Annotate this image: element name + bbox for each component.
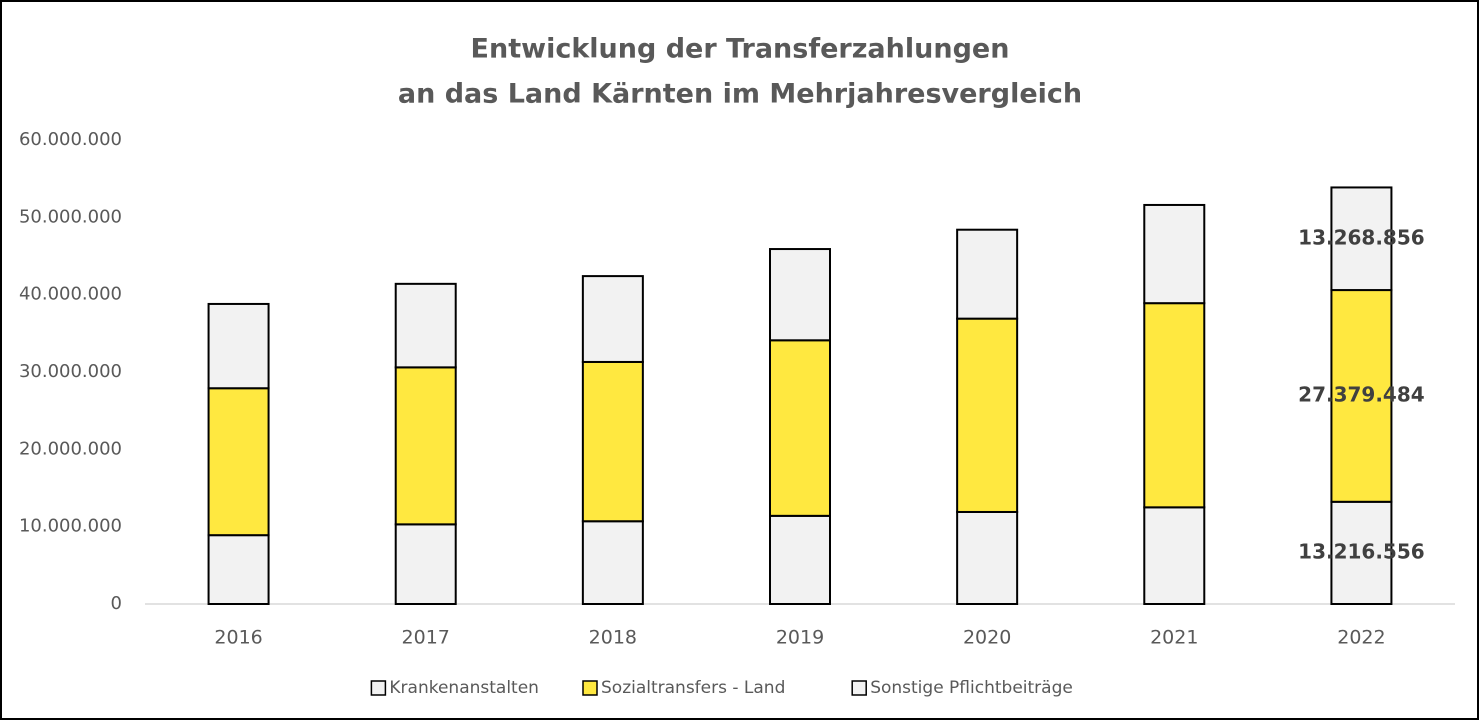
bar-segment [581,360,644,523]
legend-swatch [851,680,867,696]
x-tick-label: 2020 [963,627,1011,649]
y-tick-label: 50.000.000 [19,206,122,227]
bar-segment [207,387,270,537]
data-label: 27.379.484 [1298,382,1425,406]
bar-segment [581,520,644,606]
x-tick-label: 2017 [402,627,450,649]
x-tick-label: 2021 [1150,627,1198,649]
bar-segment [769,514,831,606]
bar-segment [956,317,1019,513]
legend-swatch [582,680,598,696]
bar-segment [394,523,457,606]
x-tick-label: 2019 [776,627,824,649]
bar-segment [956,228,1019,320]
legend-label: Sozialtransfers - Land [601,678,785,698]
bar-segment [581,275,644,363]
bar-segment [1330,186,1393,292]
bar-segment [1143,506,1206,606]
data-label: 13.268.856 [1298,225,1425,249]
y-tick-label: 30.000.000 [19,361,122,382]
y-tick-label: 60.000.000 [19,129,122,150]
legend-swatch [370,680,387,696]
y-tick-label: 40.000.000 [19,284,122,305]
y-tick-label: 20.000.000 [19,438,122,459]
x-tick-label: 2016 [214,627,262,649]
bar-segment [394,282,457,369]
bar-segment [956,510,1019,605]
data-label: 13.216.556 [1298,539,1425,563]
bar-segment [394,366,457,526]
chart-title: Entwicklung der Transferzahlungen [471,34,1010,65]
bar-segment [1143,203,1206,305]
legend-label: Krankenanstalten [389,678,539,698]
bar-segment [1330,500,1393,605]
x-tick-label: 2018 [589,627,637,649]
bar-segment [769,248,831,342]
bar-segment [1143,302,1206,509]
chart-title: an das Land Kärnten im Mehrjahresverglei… [398,79,1082,110]
legend-label: Sonstige Pflichtbeiträge [870,678,1073,698]
bar-segment [769,339,831,517]
bar-segment [207,302,270,390]
bar-segment [207,534,270,606]
x-tick-label: 2022 [1337,627,1385,649]
y-tick-label: 10.000.000 [19,516,122,537]
y-tick-label: 0 [111,593,122,614]
